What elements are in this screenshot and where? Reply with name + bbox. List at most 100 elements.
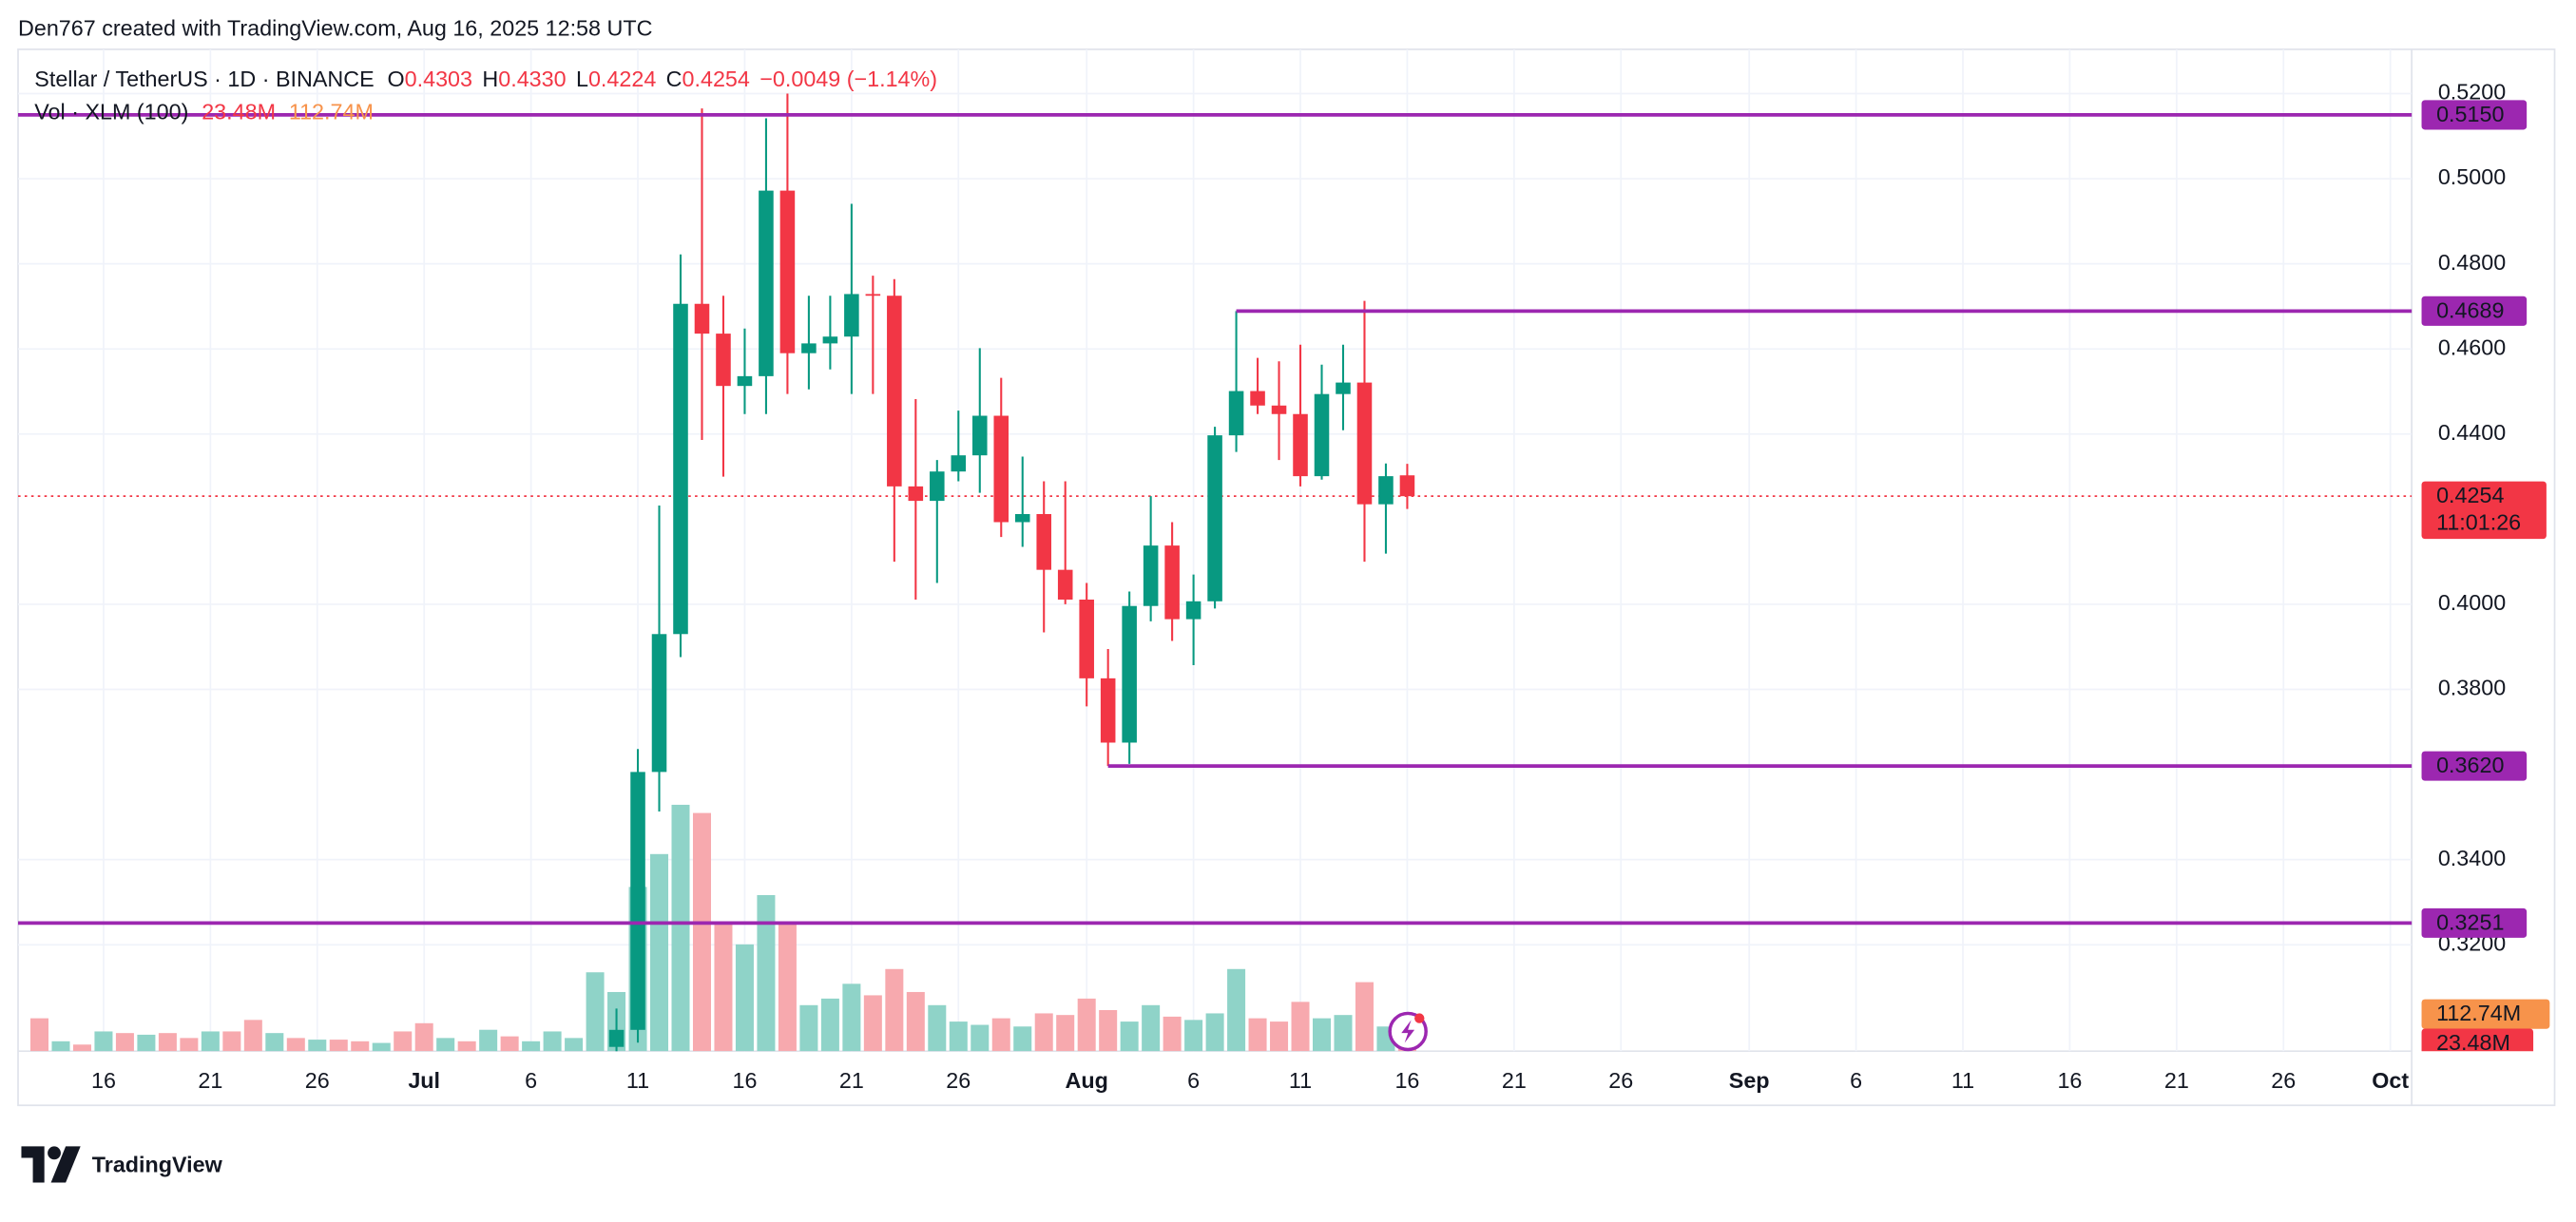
level-label: 0.3620 bbox=[2436, 753, 2504, 777]
volume-bar bbox=[1056, 1015, 1075, 1052]
candle-body bbox=[1057, 569, 1073, 601]
volume-bar bbox=[1355, 982, 1374, 1052]
volume-bar bbox=[1034, 1013, 1053, 1052]
volume-bar bbox=[863, 995, 882, 1052]
volume-bar bbox=[1163, 1016, 1182, 1052]
x-tick-label: Sep bbox=[1729, 1068, 1770, 1093]
candle-body bbox=[673, 303, 688, 635]
last-price-badge bbox=[2421, 481, 2547, 540]
candle-body bbox=[930, 471, 945, 502]
volume-bar bbox=[885, 968, 904, 1052]
volume-bar bbox=[565, 1038, 584, 1052]
volume-bar bbox=[1120, 1022, 1139, 1052]
volume-bar bbox=[308, 1040, 327, 1052]
x-tick-label: 26 bbox=[2271, 1068, 2296, 1093]
volume-bar bbox=[1334, 1015, 1353, 1052]
volume-bar bbox=[286, 1038, 305, 1052]
y-tick-label: 0.4800 bbox=[2438, 250, 2506, 275]
brand: TradingView bbox=[92, 1152, 223, 1176]
ohlc-value: 0.4330 bbox=[498, 67, 566, 91]
volume-bar bbox=[1184, 1020, 1203, 1052]
volume-bar bbox=[457, 1041, 476, 1052]
volume-bar bbox=[51, 1041, 70, 1052]
event-icon-bolt bbox=[1401, 1020, 1415, 1043]
y-tick-label: 0.3400 bbox=[2438, 846, 2506, 870]
volume-bar bbox=[265, 1033, 284, 1052]
volume-title: Vol · XLM (100) bbox=[34, 99, 188, 124]
volume-bar bbox=[1099, 1009, 1118, 1052]
volume-bar bbox=[949, 1022, 968, 1052]
volume-bar bbox=[928, 1004, 947, 1052]
x-tick-label: 16 bbox=[2057, 1068, 2082, 1093]
candle-body bbox=[1122, 605, 1137, 743]
logo-shape bbox=[50, 1146, 81, 1183]
volume-bar bbox=[799, 1004, 818, 1052]
logo-dot bbox=[48, 1146, 61, 1160]
candle-body bbox=[737, 375, 753, 387]
y-tick-label: 0.4400 bbox=[2438, 420, 2506, 445]
volume-bar bbox=[971, 1024, 990, 1052]
candle-body bbox=[630, 772, 645, 1030]
y-tick-label: 0.5200 bbox=[2438, 80, 2506, 105]
volume-bar bbox=[757, 894, 776, 1052]
volume-bar bbox=[714, 923, 733, 1052]
volume-bar bbox=[543, 1031, 562, 1052]
volume-bar bbox=[1142, 1004, 1161, 1052]
volume-bar bbox=[29, 1018, 49, 1052]
volume-bar bbox=[436, 1038, 455, 1052]
x-tick-label: 26 bbox=[1608, 1068, 1633, 1093]
candle-body bbox=[1207, 435, 1222, 601]
countdown: 11:01:26 bbox=[2436, 510, 2521, 535]
level-badge bbox=[2421, 907, 2528, 938]
x-tick-label: Aug bbox=[1066, 1068, 1108, 1093]
x-tick-label: 11 bbox=[1951, 1068, 1974, 1093]
volume-bar bbox=[692, 812, 711, 1052]
x-tick-label: 6 bbox=[525, 1068, 537, 1093]
candle-body bbox=[993, 415, 1009, 523]
level-label: 0.3251 bbox=[2436, 909, 2504, 934]
event-icon-dot bbox=[1414, 1013, 1425, 1023]
level-badge bbox=[2421, 100, 2528, 130]
ohlc-value: 0.4303 bbox=[405, 67, 472, 91]
volume-bar bbox=[414, 1022, 433, 1052]
ohlc-key: H bbox=[482, 67, 498, 91]
candle-body bbox=[1185, 601, 1201, 620]
symbol: Stellar / TetherUS · 1D · BINANCE bbox=[34, 67, 374, 91]
candle-body bbox=[908, 486, 924, 502]
volume-bar bbox=[1077, 998, 1096, 1052]
volume-bar bbox=[351, 1041, 370, 1052]
change: −0.0049 (−1.14%) bbox=[759, 67, 937, 91]
volume-bar bbox=[778, 923, 797, 1052]
volume-bar bbox=[650, 853, 669, 1052]
credit: Den767 created with TradingView.com, Aug… bbox=[18, 15, 652, 40]
volume-bar bbox=[372, 1042, 391, 1052]
candle-body bbox=[1336, 382, 1351, 394]
x-tick-label: Oct bbox=[2372, 1068, 2409, 1093]
ohlc-key: C bbox=[666, 67, 682, 91]
volume-bar bbox=[201, 1031, 220, 1052]
ohlc-value: 0.4224 bbox=[588, 67, 656, 91]
volume-bar bbox=[137, 1034, 156, 1052]
volume-ma: 112.74M bbox=[289, 99, 374, 124]
volume-current: 23.48M bbox=[202, 99, 276, 124]
volume-bar bbox=[479, 1029, 498, 1052]
x-tick-label: Jul bbox=[408, 1068, 440, 1093]
volume-bar bbox=[1248, 1018, 1267, 1052]
volume-ma-badge bbox=[2421, 999, 2550, 1029]
volume-current-badge bbox=[2421, 1028, 2534, 1052]
candle-body bbox=[1314, 393, 1330, 477]
volume-bar bbox=[1291, 1002, 1310, 1052]
candle-body bbox=[1378, 476, 1394, 505]
x-tick-label: 16 bbox=[732, 1068, 757, 1093]
x-tick-label: 11 bbox=[1289, 1068, 1312, 1093]
frame bbox=[17, 48, 2556, 1107]
x-tick-label: 6 bbox=[1850, 1068, 1862, 1093]
plot: 0.5200 0.5000 0.4800 0.4600 0.4400 0.4000 0.38… bbox=[18, 48, 2550, 1093]
volume-bar bbox=[1270, 1022, 1289, 1052]
candle-body bbox=[865, 294, 881, 296]
volume-bar bbox=[180, 1038, 199, 1052]
volume-bar bbox=[991, 1018, 1010, 1052]
x-tick-label: 21 bbox=[2164, 1068, 2189, 1093]
